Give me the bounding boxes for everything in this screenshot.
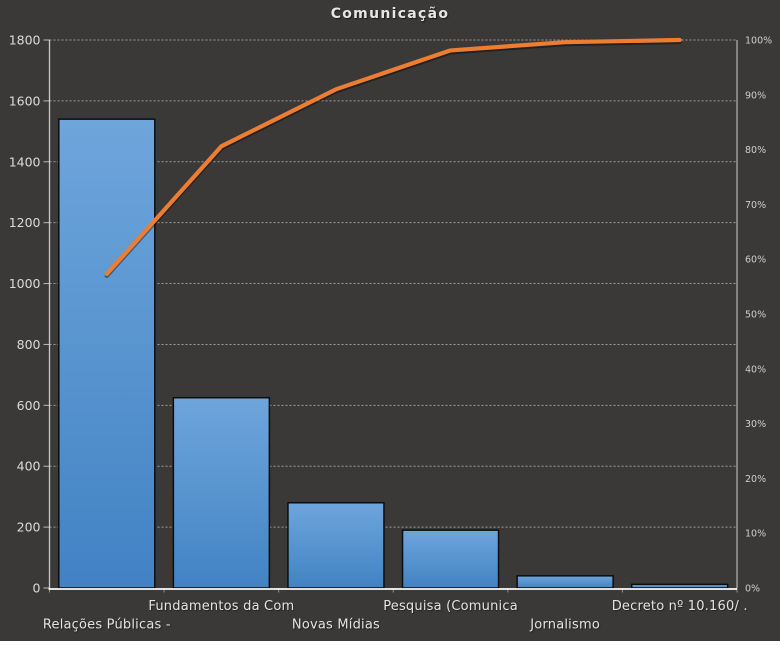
left-axis-label: 1800 (9, 33, 41, 48)
left-axis-label: 1200 (9, 215, 41, 230)
right-axis-label: 70% (745, 200, 766, 211)
bar-2 (287, 502, 385, 589)
left-axis-label: 200 (17, 520, 41, 535)
x-axis-label: Novas Mídias (292, 618, 380, 633)
left-axis-label: 800 (17, 337, 41, 352)
left-ticks-group (43, 39, 50, 589)
left-axis-label: 1400 (9, 154, 41, 169)
x-axis-labels: Relações Públicas - Fundamentos da Com Nov… (43, 599, 748, 633)
right-axis-label: 50% (745, 310, 766, 321)
right-axis-label: 10% (745, 529, 766, 540)
left-axis-label: 600 (17, 398, 41, 413)
right-axis-label: 80% (745, 145, 766, 156)
right-axis-label: 60% (745, 255, 766, 266)
left-axis-label: 1000 (9, 276, 41, 291)
x-axis-label: Pesquisa (Comunica (383, 599, 518, 614)
bar-3 (401, 529, 500, 589)
x-axis-label: Jornalismo (529, 618, 600, 633)
right-axis-label: 100% (745, 36, 772, 47)
bar-5 (630, 583, 729, 589)
x-axis-label: Decreto nº 10.160/ . (612, 599, 748, 614)
bar-1 (172, 396, 271, 589)
chart-title: Comunicação (330, 6, 450, 22)
right-axis-label: 90% (745, 90, 766, 101)
left-axis-labels: 1800 1600 1400 1200 1000 800 600 400 200 0 (9, 33, 41, 596)
right-axis-labels: 100% 90% 80% 70% 60% 50% 40% 30% 20% 10% 0% (745, 36, 772, 595)
x-axis-label: Fundamentos da Com (148, 599, 294, 614)
x-axis-label: Relações Públicas - (43, 618, 171, 633)
bars-group (58, 118, 729, 589)
right-axis-label: 20% (745, 474, 766, 485)
right-axis-label: 0% (745, 584, 760, 595)
left-axis-label: 0 (33, 581, 41, 596)
right-axis-label: 40% (745, 364, 766, 375)
left-axis-label: 400 (17, 459, 41, 474)
bar-4 (516, 575, 614, 589)
cumulative-line (104, 37, 682, 277)
cumulative-line-shadow (104, 39, 682, 279)
left-axis-label: 1600 (9, 93, 41, 108)
bar-0 (58, 118, 156, 589)
right-axis-label: 30% (745, 419, 766, 430)
